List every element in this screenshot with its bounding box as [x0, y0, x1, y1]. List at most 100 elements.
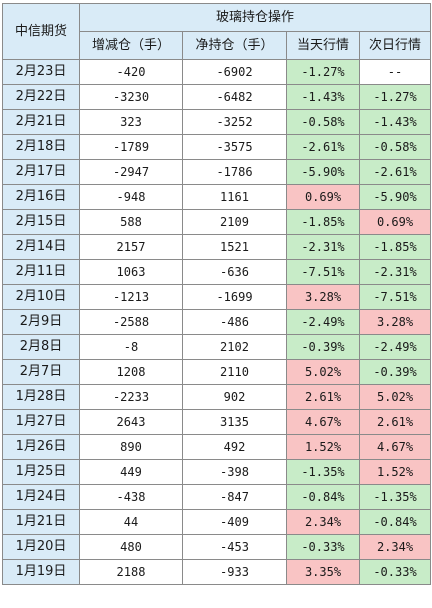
column-header-net: 净持仓（手） — [182, 31, 287, 60]
cell-change: 1208 — [79, 359, 183, 385]
table-row: 2月22日 -3230 -6482 -1.43% -1.27% — [2, 84, 432, 110]
cell-change: -2233 — [79, 384, 183, 410]
cell-net: 492 — [182, 434, 287, 460]
cell-today: 1.52% — [286, 434, 360, 460]
table-row: 2月7日 1208 2110 5.02% -0.39% — [2, 359, 432, 385]
cell-net: -636 — [182, 259, 287, 285]
cell-today: -7.51% — [286, 259, 360, 285]
table-row: 1月26日 890 492 1.52% 4.67% — [2, 434, 432, 460]
table-row: 1月25日 449 -398 -1.35% 1.52% — [2, 459, 432, 485]
row-date: 1月20日 — [2, 534, 80, 560]
cell-net: 1521 — [182, 234, 287, 260]
cell-net: -409 — [182, 509, 287, 535]
cell-next: -1.85% — [358, 234, 432, 260]
row-date: 1月19日 — [2, 559, 80, 585]
cell-net: -1699 — [182, 284, 287, 310]
table-row: 2月18日 -1789 -3575 -2.61% -0.58% — [2, 134, 432, 160]
cell-next: -1.27% — [358, 84, 432, 110]
cell-next: 1.52% — [358, 459, 432, 485]
table-body: 2月23日 -420 -6902 -1.27% -- 2月22日 -3230 -6482 -1.… — [2, 59, 432, 585]
cell-today: -1.27% — [286, 59, 360, 85]
row-date: 2月18日 — [2, 134, 80, 160]
row-date: 2月10日 — [2, 284, 80, 310]
row-date: 1月25日 — [2, 459, 80, 485]
cell-change: -1789 — [79, 134, 183, 160]
cell-net: -398 — [182, 459, 287, 485]
cell-today: 3.28% — [286, 284, 360, 310]
cell-change: -1213 — [79, 284, 183, 310]
cell-today: 0.69% — [286, 184, 360, 210]
row-date: 1月28日 — [2, 384, 80, 410]
row-date: 2月11日 — [2, 259, 80, 285]
table-row: 2月23日 -420 -6902 -1.27% -- — [2, 59, 432, 85]
table-row: 2月11日 1063 -636 -7.51% -2.31% — [2, 259, 432, 285]
cell-today: 5.02% — [286, 359, 360, 385]
cell-net: -3575 — [182, 134, 287, 160]
row-date: 2月23日 — [2, 59, 80, 85]
cell-today: -1.35% — [286, 459, 360, 485]
cell-net: -6482 — [182, 84, 287, 110]
cell-net: 3135 — [182, 409, 287, 435]
cell-next: 2.61% — [358, 409, 432, 435]
table-row: 2月15日 588 2109 -1.85% 0.69% — [2, 209, 432, 235]
row-date: 2月9日 — [2, 309, 80, 335]
table-row: 1月28日 -2233 902 2.61% 5.02% — [2, 384, 432, 410]
cell-next: -2.61% — [358, 159, 432, 185]
cell-today: 2.34% — [286, 509, 360, 535]
cell-next: -0.33% — [358, 559, 432, 585]
cell-today: -2.49% — [286, 309, 360, 335]
table-row: 1月21日 44 -409 2.34% -0.84% — [2, 509, 432, 535]
table-row: 2月10日 -1213 -1699 3.28% -7.51% — [2, 284, 432, 310]
cell-today: -0.33% — [286, 534, 360, 560]
cell-next: 4.67% — [358, 434, 432, 460]
cell-change: -3230 — [79, 84, 183, 110]
row-date: 1月21日 — [2, 509, 80, 535]
cell-net: -486 — [182, 309, 287, 335]
cell-next: -0.39% — [358, 359, 432, 385]
table-row: 2月21日 323 -3252 -0.58% -1.43% — [2, 109, 432, 135]
glass-position-table: 中信期货 玻璃持仓操作 增减仓（手） 净持仓（手） 当天行情 次日行情 2月23… — [2, 3, 432, 585]
table-row: 2月8日 -8 2102 -0.39% -2.49% — [2, 334, 432, 360]
cell-change: 2643 — [79, 409, 183, 435]
table-row: 1月27日 2643 3135 4.67% 2.61% — [2, 409, 432, 435]
cell-today: 2.61% — [286, 384, 360, 410]
cell-net: 1161 — [182, 184, 287, 210]
cell-next: -2.49% — [358, 334, 432, 360]
table-row: 2月17日 -2947 -1786 -5.90% -2.61% — [2, 159, 432, 185]
table-row: 2月9日 -2588 -486 -2.49% 3.28% — [2, 309, 432, 335]
cell-today: 3.35% — [286, 559, 360, 585]
cell-net: -3252 — [182, 109, 287, 135]
cell-change: 323 — [79, 109, 183, 135]
cell-next: -- — [358, 59, 432, 85]
row-date: 2月21日 — [2, 109, 80, 135]
cell-today: -1.85% — [286, 209, 360, 235]
cell-change: 480 — [79, 534, 183, 560]
cell-today: -0.84% — [286, 484, 360, 510]
cell-net: -1786 — [182, 159, 287, 185]
row-date: 2月22日 — [2, 84, 80, 110]
cell-change: 449 — [79, 459, 183, 485]
cell-today: -5.90% — [286, 159, 360, 185]
cell-change: 2157 — [79, 234, 183, 260]
row-date: 1月24日 — [2, 484, 80, 510]
column-header-change: 增减仓（手） — [79, 31, 183, 60]
row-date: 2月16日 — [2, 184, 80, 210]
cell-next: -1.43% — [358, 109, 432, 135]
row-date: 2月15日 — [2, 209, 80, 235]
cell-today: -2.61% — [286, 134, 360, 160]
cell-today: -0.58% — [286, 109, 360, 135]
cell-change: -2588 — [79, 309, 183, 335]
cell-today: 4.67% — [286, 409, 360, 435]
cell-net: -6902 — [182, 59, 287, 85]
cell-today: -2.31% — [286, 234, 360, 260]
cell-next: -0.84% — [358, 509, 432, 535]
cell-change: 2188 — [79, 559, 183, 585]
cell-next: -0.58% — [358, 134, 432, 160]
cell-net: -847 — [182, 484, 287, 510]
cell-next: 3.28% — [358, 309, 432, 335]
cell-today: -1.43% — [286, 84, 360, 110]
cell-next: -5.90% — [358, 184, 432, 210]
cell-next: 2.34% — [358, 534, 432, 560]
cell-change: 1063 — [79, 259, 183, 285]
table-row: 2月14日 2157 1521 -2.31% -1.85% — [2, 234, 432, 260]
